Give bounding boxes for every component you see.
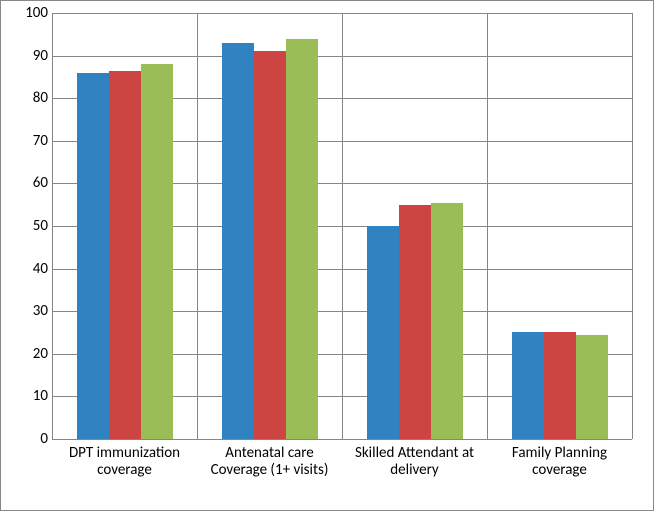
y-tick-label: 50 <box>12 217 48 235</box>
y-tick-label: 40 <box>12 260 48 278</box>
bar <box>544 332 576 439</box>
bar <box>109 71 141 439</box>
bar <box>286 39 318 439</box>
bar <box>141 64 173 439</box>
y-tick-label: 20 <box>12 345 48 363</box>
gridline-vertical <box>342 13 343 439</box>
gridline-horizontal <box>52 439 632 440</box>
y-tick-label: 0 <box>12 430 48 448</box>
x-tick-label: DPT immunization coverage <box>55 445 195 480</box>
bar <box>399 205 431 439</box>
y-tick-label: 90 <box>12 47 48 65</box>
bar <box>512 332 544 439</box>
y-tick-label: 60 <box>12 174 48 192</box>
bar <box>222 43 254 439</box>
gridline-vertical <box>487 13 488 439</box>
y-tick-label: 80 <box>12 89 48 107</box>
bar <box>254 51 286 439</box>
x-tick-label: Family Planning coverage <box>490 445 630 480</box>
y-tick-label: 70 <box>12 132 48 150</box>
y-tick-label: 100 <box>12 4 48 22</box>
chart-container: 0 10 20 30 40 50 60 70 80 90 100 DPT immunization c… <box>0 0 654 511</box>
y-tick-label: 30 <box>12 302 48 320</box>
gridline-vertical <box>197 13 198 439</box>
x-tick-label: Antenatal care Coverage (1+ visits) <box>200 445 340 480</box>
bar <box>367 226 399 439</box>
bar <box>431 203 463 439</box>
plot-area <box>52 13 632 439</box>
y-tick-label: 10 <box>12 387 48 405</box>
gridline-vertical <box>632 13 633 439</box>
bar <box>77 73 109 439</box>
bar <box>576 335 608 439</box>
gridline-vertical <box>52 13 53 439</box>
x-tick-label: Skilled Attendant at delivery <box>345 445 485 480</box>
